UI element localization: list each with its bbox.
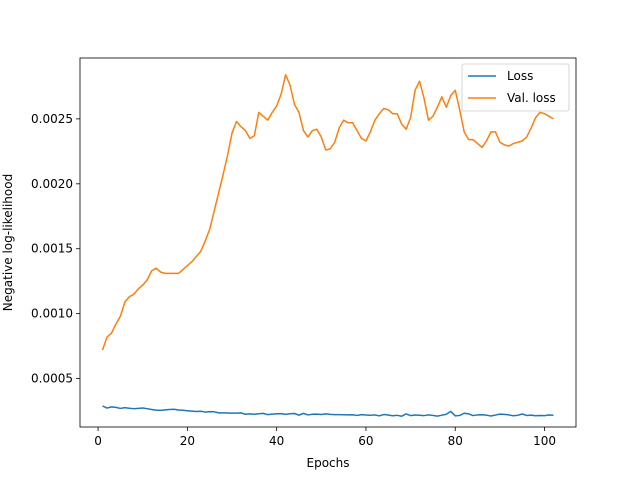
axes-frame [79,57,577,428]
legend-label-val-loss: Val. loss [507,91,556,105]
plot-area [80,58,576,427]
series-layer [101,74,554,417]
x-tick-label: 80 [448,434,463,448]
x-tick-label: 40 [269,434,284,448]
x-tick-label: 100 [533,434,556,448]
y-tick-label: 0.0010 [31,307,73,321]
x-axis-label: Epochs [307,456,350,470]
legend-label-loss: Loss [507,69,533,83]
series-line-loss [102,405,554,417]
y-tick-label: 0.0005 [31,372,73,386]
series-line-val-loss [101,74,554,351]
y-tick-label: 0.0015 [31,242,73,256]
x-tick-label: 0 [94,434,102,448]
y-axis-label: Negative log-likelihood [1,174,15,311]
x-tick-label: 60 [358,434,373,448]
y-axis-ticks: 0.0005 0.0010 0.0015 0.0020 0.0025 [31,112,80,386]
x-tick-label: 20 [180,434,195,448]
y-tick-label: 0.0020 [31,177,73,191]
y-tick-label: 0.0025 [31,112,73,126]
legend: Loss Val. loss [461,63,570,112]
x-axis-ticks: 0 20 40 60 80 100 [94,427,556,448]
